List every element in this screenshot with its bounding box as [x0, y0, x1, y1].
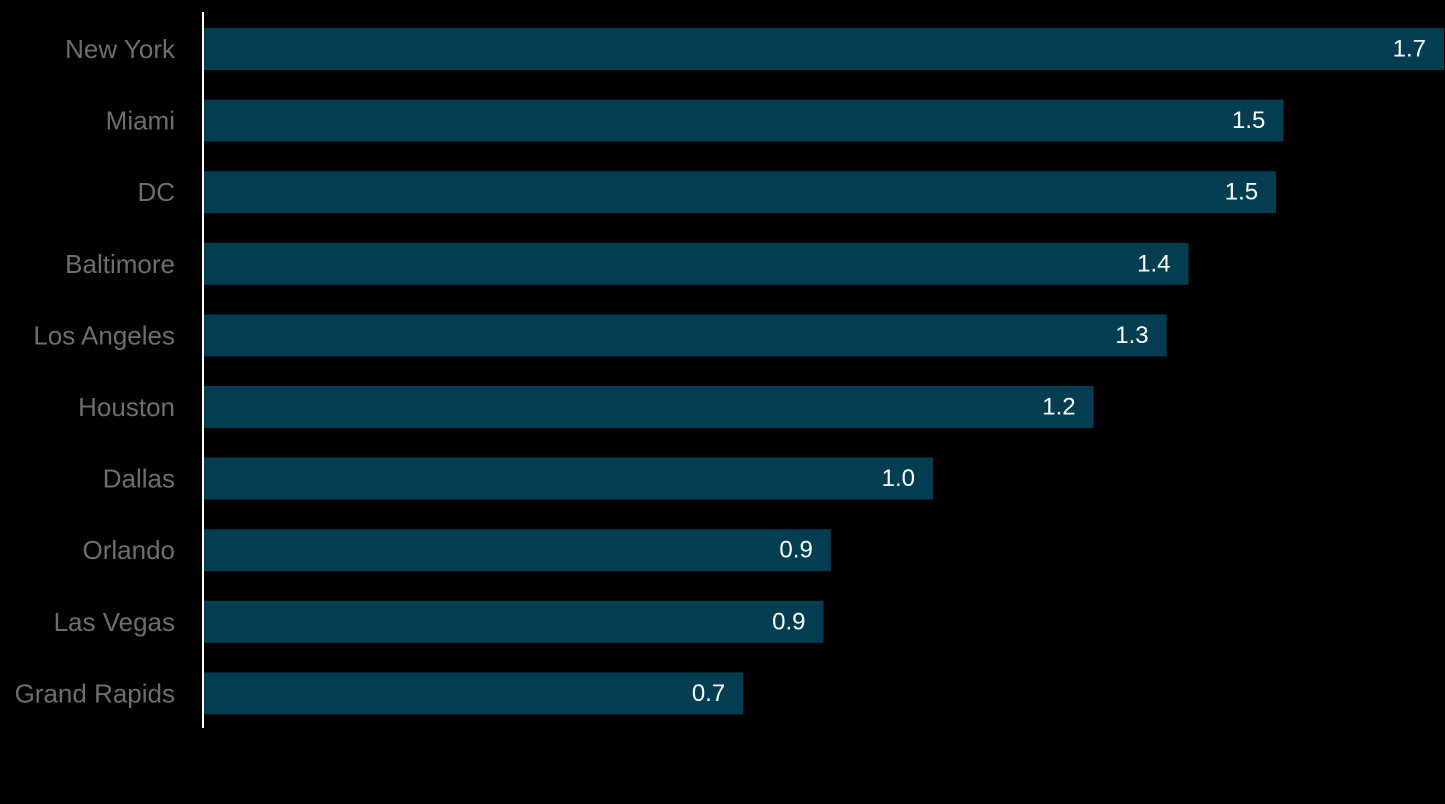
category-label-los-angeles: Los Angeles — [33, 320, 175, 350]
category-label-dc: DC — [137, 177, 175, 207]
category-label-grand-rapids: Grand Rapids — [15, 678, 175, 708]
bar-miami — [203, 99, 1284, 142]
value-label-los-angeles: 1.3 — [1115, 322, 1148, 349]
category-label-dallas: Dallas — [103, 464, 175, 494]
bar-orlando — [203, 529, 831, 572]
category-labels-group: New York Miami DC Baltimore Los Angeles Houst… — [15, 34, 176, 708]
bar-baltimore — [203, 242, 1189, 285]
value-label-dc: 1.5 — [1225, 179, 1258, 206]
bar-dc — [203, 171, 1277, 214]
category-label-orlando: Orlando — [83, 535, 176, 565]
category-label-miami: Miami — [106, 106, 175, 136]
value-label-miami: 1.5 — [1232, 107, 1265, 134]
bars-group — [203, 28, 1444, 715]
category-label-las-vegas: Las Vegas — [54, 607, 175, 637]
value-labels-group: 1.7 1.5 1.5 1.4 1.3 1.2 1.0 0.9 0.9 0.7 — [692, 36, 1426, 707]
category-label-houston: Houston — [78, 392, 175, 422]
bar-las-vegas — [203, 600, 824, 643]
value-label-new-york: 1.7 — [1393, 36, 1426, 63]
value-label-houston: 1.2 — [1042, 394, 1075, 421]
value-label-grand-rapids: 0.7 — [692, 680, 725, 707]
value-label-orlando: 0.9 — [779, 537, 812, 564]
bar-dallas — [203, 457, 933, 500]
category-label-new-york: New York — [65, 34, 176, 64]
bar-los-angeles — [203, 314, 1167, 357]
bar-new-york — [203, 28, 1444, 70]
value-label-baltimore: 1.4 — [1137, 250, 1170, 277]
value-label-dallas: 1.0 — [882, 465, 915, 492]
value-label-las-vegas: 0.9 — [772, 608, 805, 635]
category-label-baltimore: Baltimore — [65, 249, 175, 279]
bar-houston — [203, 386, 1094, 428]
bar-grand-rapids — [203, 672, 744, 715]
